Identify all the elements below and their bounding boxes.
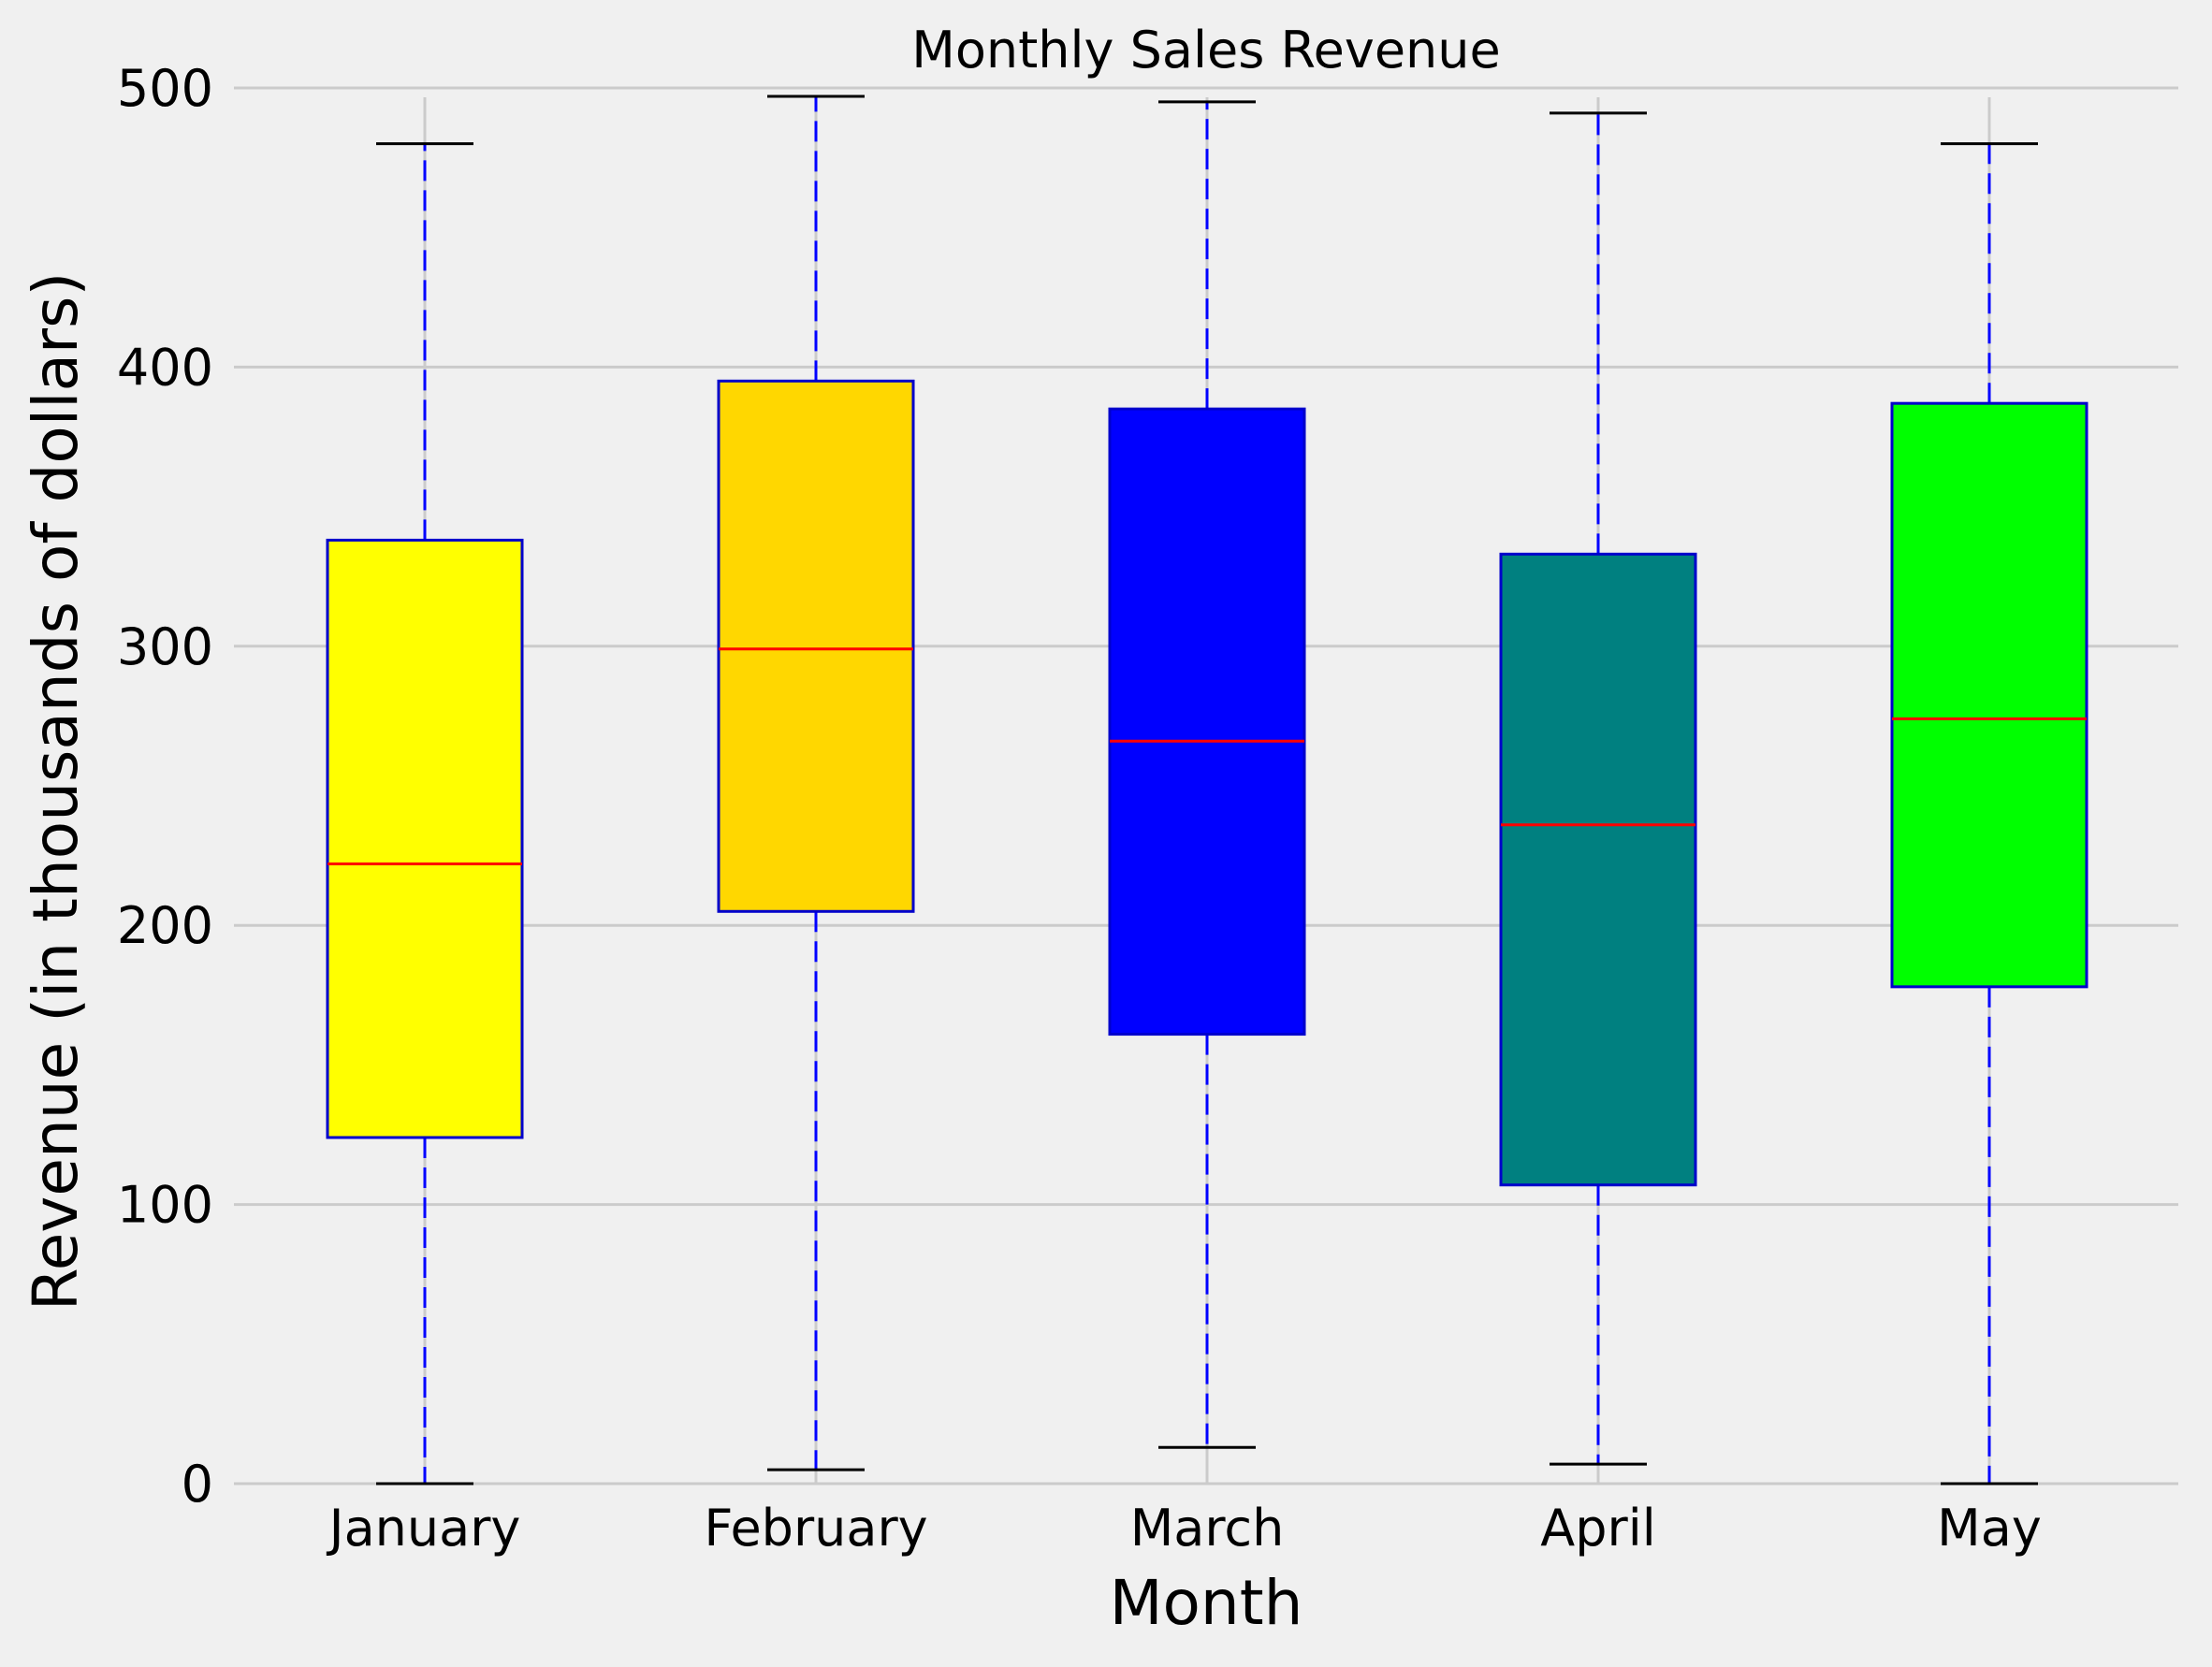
box-group [326,142,524,1486]
box-group [1108,100,1306,1449]
y-tick-label: 100 [117,1176,213,1235]
y-axis-label: Revenue (in thousands of dollars) [20,272,92,1311]
iqr-box [1499,552,1697,1187]
x-tick-label: March [1130,1499,1285,1558]
y-tick-label: 500 [117,59,213,118]
box-group [1890,142,2088,1486]
iqr-box [717,379,915,913]
x-axis-label: Month [1110,1567,1303,1639]
y-tick-label: 300 [117,617,213,676]
y-tick-labels: 0 100 200 300 400 500 [117,59,213,1514]
iqr-box [326,538,524,1139]
iqr-box [1890,401,2088,989]
chart-title: Monthly Sales Revenue [911,21,1500,80]
x-tick-label: January [327,1499,521,1558]
x-tick-labels: January February March April May [327,1499,2042,1558]
x-tick-label: February [704,1499,927,1558]
boxes [326,94,2088,1486]
box-group [1499,111,1697,1466]
x-tick-label: May [1937,1499,2042,1558]
y-tick-label: 400 [117,338,213,397]
y-tick-label: 200 [117,896,213,955]
box-group [717,94,915,1471]
y-tick-label: 0 [182,1455,213,1514]
iqr-box [1108,407,1306,1036]
x-tick-label: April [1540,1499,1655,1558]
